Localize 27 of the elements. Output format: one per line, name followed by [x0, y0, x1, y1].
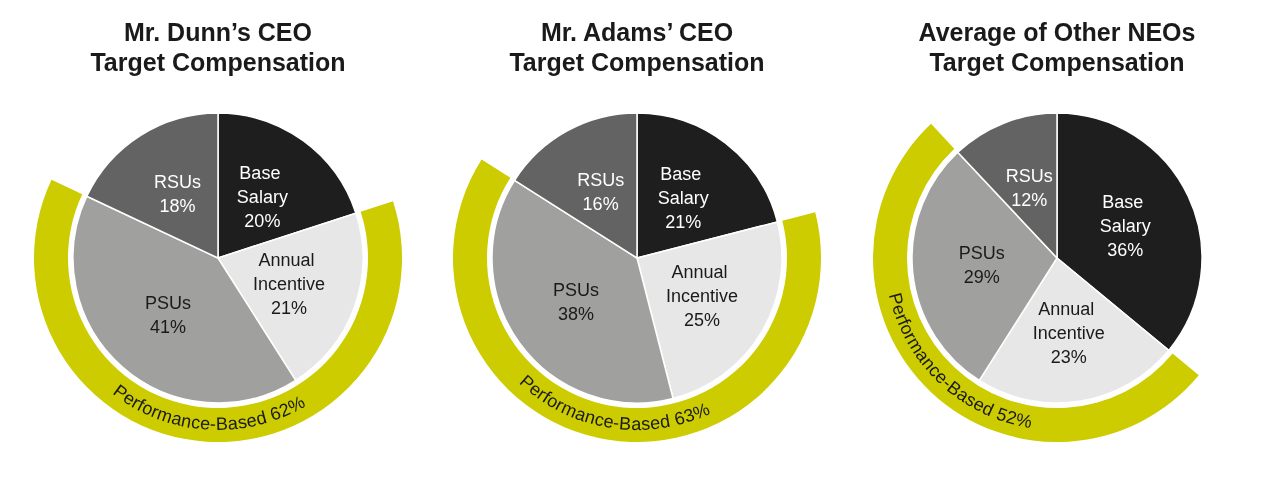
slice-label: Annual Incentive [253, 249, 326, 294]
data-label: 38% [558, 304, 595, 325]
slice-label: Base Salary [658, 164, 710, 209]
data-label: 20% [244, 210, 281, 231]
chart-title: Average of Other NEOs Target Compensation [918, 18, 1196, 76]
data-label: 23% [1050, 346, 1087, 367]
chart-title: Mr. Adams’ CEO Target Compensation [509, 18, 765, 76]
data-label: 41% [150, 316, 187, 337]
data-label: 18% [159, 196, 196, 217]
slice-label: Annual Incentive [666, 262, 739, 307]
data-label: 36% [1106, 239, 1143, 260]
slice-label: Base Salary [236, 162, 288, 207]
data-label: 25% [684, 310, 721, 331]
data-label: 21% [271, 297, 308, 318]
slice-label: RSUs [1005, 165, 1053, 186]
slice-label: PSUs [145, 292, 192, 313]
slice-label: PSUs [553, 280, 600, 301]
slice-label: RSUs [154, 172, 202, 193]
slice-label: PSUs [958, 243, 1005, 264]
data-label: 12% [1010, 189, 1047, 210]
data-label: 29% [963, 267, 1000, 288]
slice-label: RSUs [577, 169, 625, 190]
data-label: 16% [582, 193, 619, 214]
slice-label: Annual Incentive [1032, 298, 1105, 343]
chart-title: Mr. Dunn’s CEO Target Compensation [90, 18, 346, 76]
slice-label: Base Salary [1099, 191, 1151, 236]
data-label: 21% [665, 212, 702, 233]
